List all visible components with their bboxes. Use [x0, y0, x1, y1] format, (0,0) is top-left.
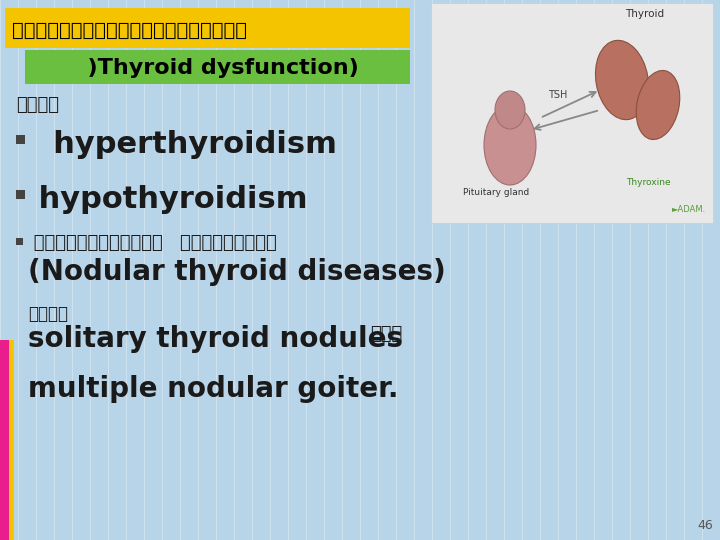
Text: (Nodular thyroid diseases): (Nodular thyroid diseases) — [28, 258, 446, 286]
Bar — [0, 340, 9, 540]
Bar — [9, 340, 14, 540]
Text: Pituitary gland: Pituitary gland — [463, 188, 529, 197]
Text: โรคความผดปกตของตอมธย: โรคความผดปกตของตอมธย — [12, 21, 247, 39]
Ellipse shape — [595, 40, 649, 120]
Text: TSH: TSH — [549, 90, 567, 100]
Text: ไดแก: ไดแก — [16, 96, 59, 114]
Bar — [16, 238, 23, 245]
Text: ไดแก: ไดแก — [28, 305, 68, 323]
Ellipse shape — [495, 91, 525, 129]
FancyBboxPatch shape — [431, 3, 713, 223]
Text: 46: 46 — [697, 519, 713, 532]
Text: hypothyroidism: hypothyroidism — [28, 185, 307, 214]
Text: ►ADAM.: ►ADAM. — [672, 205, 706, 214]
Text: hyperthyroidism: hyperthyroidism — [32, 130, 337, 159]
Bar — [16, 135, 25, 144]
FancyBboxPatch shape — [25, 50, 410, 84]
Text: และโรคกอนของ   ตอมไทรอยด: และโรคกอนของ ตอมไทรอยด — [28, 234, 276, 252]
Text: และ: และ — [370, 325, 402, 343]
Bar — [16, 190, 25, 199]
Text: )Thyroid dysfunction): )Thyroid dysfunction) — [71, 58, 359, 78]
Ellipse shape — [484, 105, 536, 185]
FancyBboxPatch shape — [5, 8, 410, 48]
Text: Thyroxine: Thyroxine — [626, 178, 670, 187]
Text: multiple nodular goiter.: multiple nodular goiter. — [28, 375, 398, 403]
Text: solitary thyroid nodules: solitary thyroid nodules — [28, 325, 413, 353]
Ellipse shape — [636, 71, 680, 139]
Text: Thyroid: Thyroid — [626, 9, 665, 19]
